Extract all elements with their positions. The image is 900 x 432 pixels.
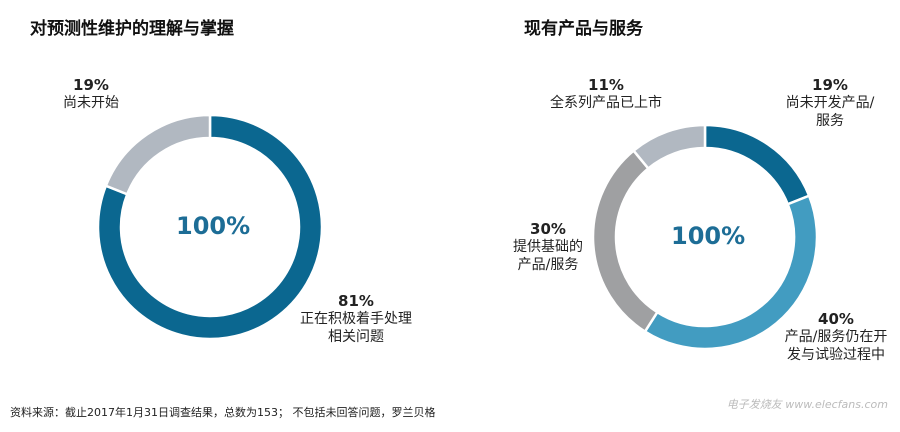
donut-slice (591, 148, 660, 334)
center-label-left: 100% (176, 212, 251, 240)
chart-title-right: 现有产品与服务 (524, 19, 643, 39)
slice-label: 19% 尚未开发产品/服务 (785, 76, 875, 129)
watermark: 电子发烧友 www.elecfans.com (726, 398, 888, 411)
slice-label: 11% 全系列产品已上市 (550, 76, 662, 111)
donut-slice (631, 123, 707, 171)
donut-slice (96, 113, 324, 341)
slice-label: 19% 尚未开始 (63, 76, 119, 111)
slice-label: 81% 正在积极着手处理相关问题 (300, 292, 412, 345)
slice-label: 40% 产品/服务仍在开发与试验过程中 (784, 310, 888, 363)
chart-title-left: 对预测性维护的理解与掌握 (30, 19, 234, 39)
center-label-right: 100% (671, 222, 746, 250)
donut-slice (703, 123, 811, 206)
slice-label: 30% 提供基础的产品/服务 (513, 220, 583, 273)
footnote: 资料来源：截止2017年1月31日调查结果，总数为153； 不包括未回答问题，罗… (10, 406, 436, 419)
donut-slice (104, 113, 212, 196)
